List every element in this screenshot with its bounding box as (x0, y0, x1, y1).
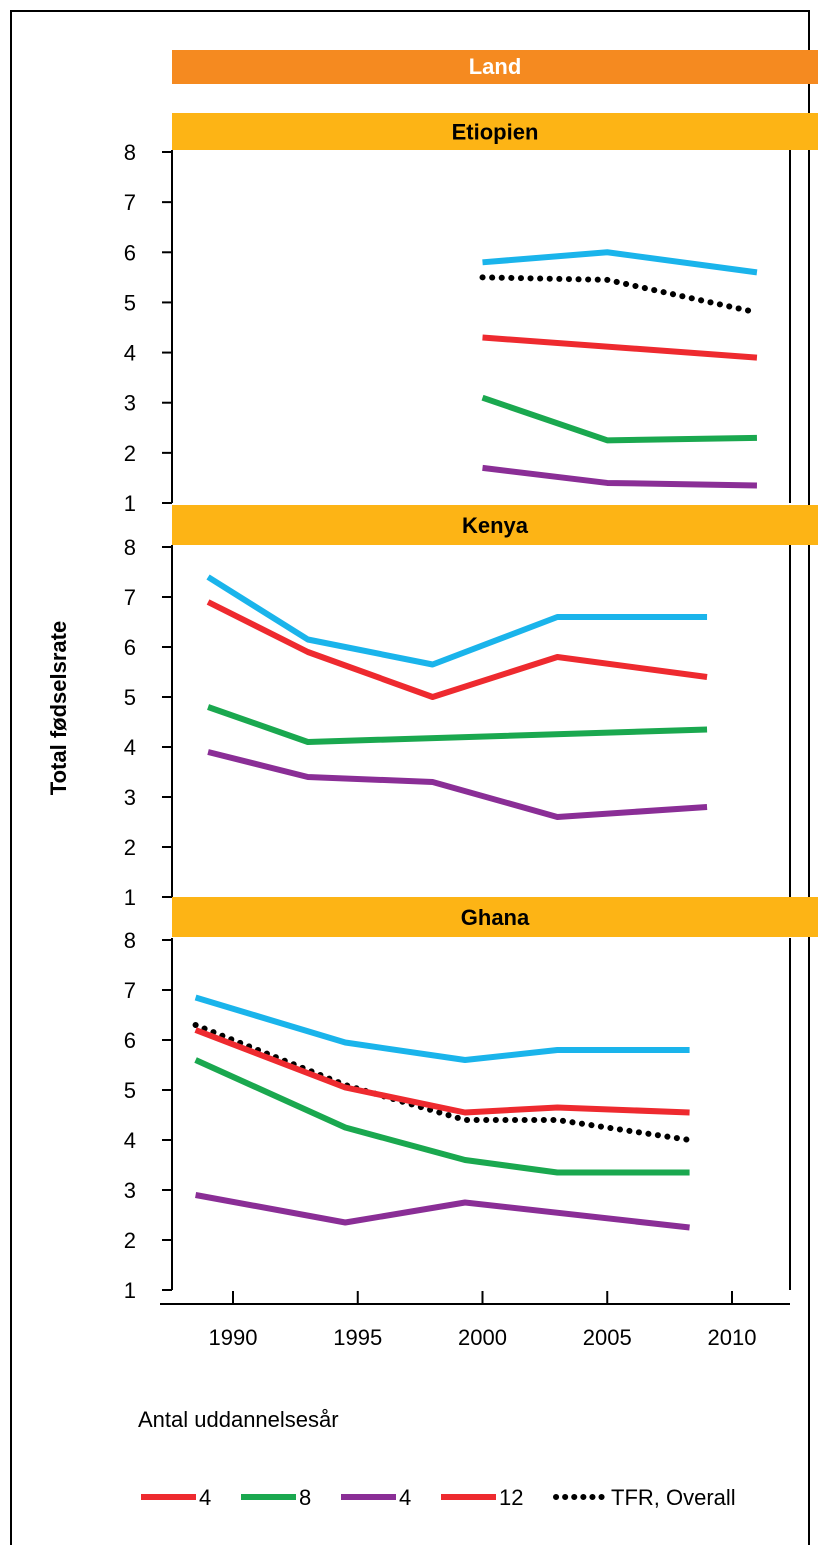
x-tick-label: 2010 (708, 1325, 757, 1350)
panel-title: Ghana (461, 905, 530, 930)
series-line (192, 1022, 693, 1143)
header-title: Land (469, 54, 522, 79)
legend-title: Antal uddannelsesår (138, 1407, 339, 1432)
series-line (482, 249, 758, 276)
y-tick-label: 5 (124, 685, 136, 710)
panel-header-band (172, 505, 818, 545)
series-line (194, 994, 690, 1063)
y-tick-label: 4 (124, 735, 136, 760)
x-tick-label: 1990 (209, 1325, 258, 1350)
series-line (206, 599, 708, 700)
y-tick-label: 8 (124, 535, 136, 560)
series-line (207, 749, 708, 820)
y-tick-label: 7 (124, 585, 136, 610)
y-tick-label: 7 (124, 190, 136, 215)
series-line (481, 394, 758, 444)
y-tick-label: 2 (124, 1228, 136, 1253)
y-tick-label: 6 (124, 635, 136, 660)
y-tick-label: 6 (124, 240, 136, 265)
legend-label: 12 (499, 1485, 523, 1510)
y-tick-label: 2 (124, 835, 136, 860)
header-band (172, 50, 818, 84)
series-line (195, 1192, 690, 1231)
y-tick-label: 8 (124, 140, 136, 165)
chart-frame (10, 10, 810, 1545)
panel-title: Kenya (462, 513, 529, 538)
y-tick-label: 1 (124, 1278, 136, 1303)
legend-label: 8 (299, 1485, 311, 1510)
series-line (479, 274, 760, 316)
y-tick-label: 7 (124, 978, 136, 1003)
panel-header-band (172, 113, 818, 150)
legend-label: TFR, Overall (611, 1485, 736, 1510)
series-line (207, 704, 708, 745)
series-line (482, 334, 758, 361)
y-tick-label: 6 (124, 1028, 136, 1053)
series-line (482, 464, 758, 489)
y-tick-label: 3 (124, 785, 136, 810)
y-tick-label: 2 (124, 441, 136, 466)
y-tick-label: 4 (124, 1128, 136, 1153)
panel-title: Etiopien (452, 120, 539, 145)
y-tick-label: 5 (124, 1078, 136, 1103)
y-tick-label: 3 (124, 1178, 136, 1203)
legend-label: 4 (399, 1485, 411, 1510)
y-tick-label: 3 (124, 391, 136, 416)
series-line (194, 1027, 690, 1116)
legend-label: 4 (199, 1485, 211, 1510)
x-tick-label: 2005 (583, 1325, 632, 1350)
series-line (194, 1057, 690, 1176)
y-axis-label: Total fødselsrate (46, 621, 71, 795)
y-tick-label: 1 (124, 491, 136, 516)
x-tick-label: 2000 (458, 1325, 507, 1350)
y-tick-label: 8 (124, 928, 136, 953)
panel-header-band (172, 897, 818, 937)
y-tick-label: 1 (124, 885, 136, 910)
y-tick-label: 4 (124, 341, 136, 366)
x-tick-label: 1995 (333, 1325, 382, 1350)
series-line (206, 574, 708, 668)
y-tick-label: 5 (124, 290, 136, 315)
